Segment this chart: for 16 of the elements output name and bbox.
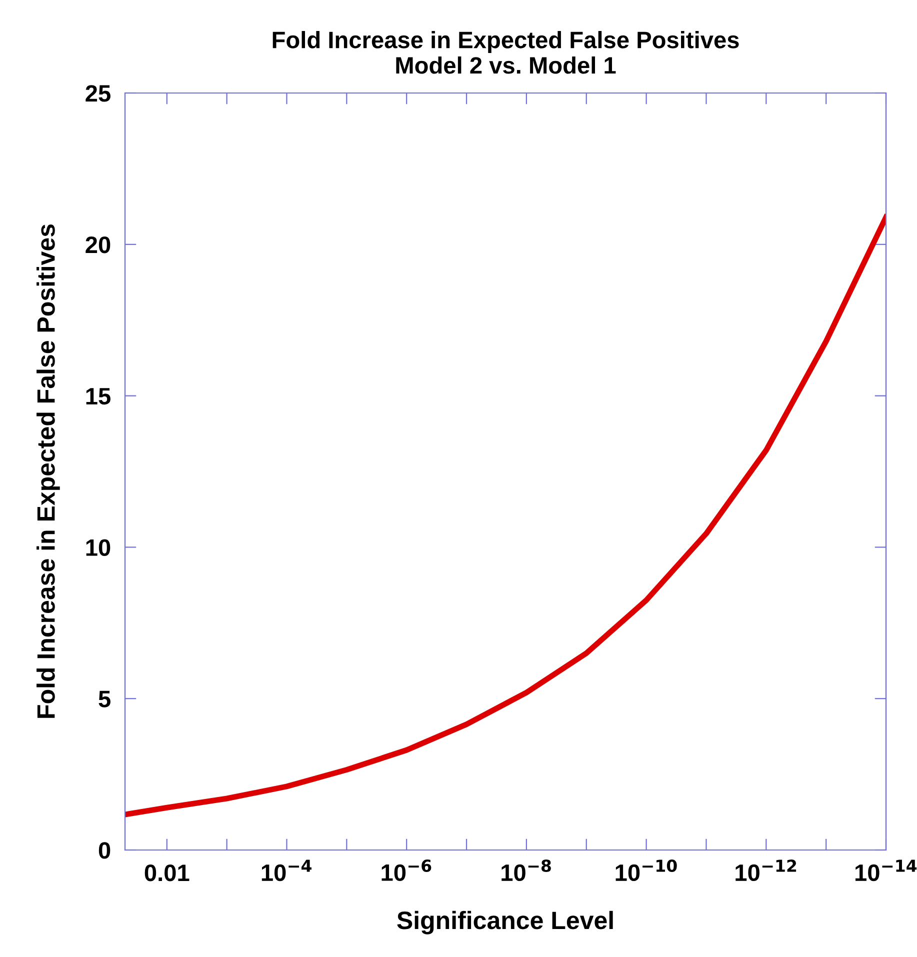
y-tick-label: 10 — [86, 539, 110, 556]
y-tick-label: 0 — [98, 842, 110, 859]
x-tick-label: 10$^{−14}$ — [855, 860, 917, 882]
x-tick-label: 10$^{−10}$ — [616, 860, 677, 882]
y-axis-title: Fold Increase in Expected False Positives — [36, 224, 60, 718]
chart-title: Fold Increase in Expected False Positives Model 2 vs. Model 1 — [272, 31, 739, 74]
y-tick-label: 15 — [86, 388, 110, 405]
y-tick-label: 20 — [86, 236, 110, 254]
x-tick-label: 10$^{−12}$ — [736, 860, 796, 882]
x-tick-label: 10$^{−8}$ — [502, 860, 551, 882]
x-tick-label: 10$^{−4}$ — [262, 860, 312, 882]
x-tick-label: 0.01 — [144, 864, 190, 882]
x-tick-label: 10$^{−6}$ — [382, 860, 432, 882]
y-tick-label: 25 — [86, 85, 110, 102]
x-axis-title: Significance Level — [397, 910, 613, 934]
y-tick-label: 5 — [98, 690, 110, 708]
